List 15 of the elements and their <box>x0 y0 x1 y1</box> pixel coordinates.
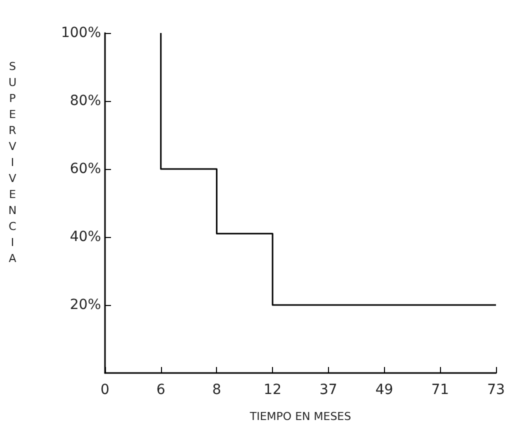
x-tick-label: 8 <box>212 382 222 398</box>
y-tick-label: 100% <box>60 25 101 41</box>
x-tick-label: 37 <box>320 382 338 398</box>
x-tick-label: 73 <box>487 382 505 398</box>
x-tick-label: 6 <box>156 382 166 398</box>
x-tick-label: 49 <box>375 382 394 398</box>
x-tick-label: 71 <box>431 382 450 398</box>
x-tick-label: 0 <box>100 382 110 398</box>
y-axis-title: SUPERVIVENCIA <box>6 60 19 268</box>
y-tick-label: 80% <box>70 93 101 109</box>
x-tick-label: 12 <box>264 382 282 398</box>
x-axis-title: TIEMPO EN MESES <box>248 410 352 423</box>
y-tick-label: 40% <box>70 229 101 245</box>
y-tick-label: 60% <box>70 161 101 177</box>
y-tick-label: 20% <box>70 297 101 313</box>
